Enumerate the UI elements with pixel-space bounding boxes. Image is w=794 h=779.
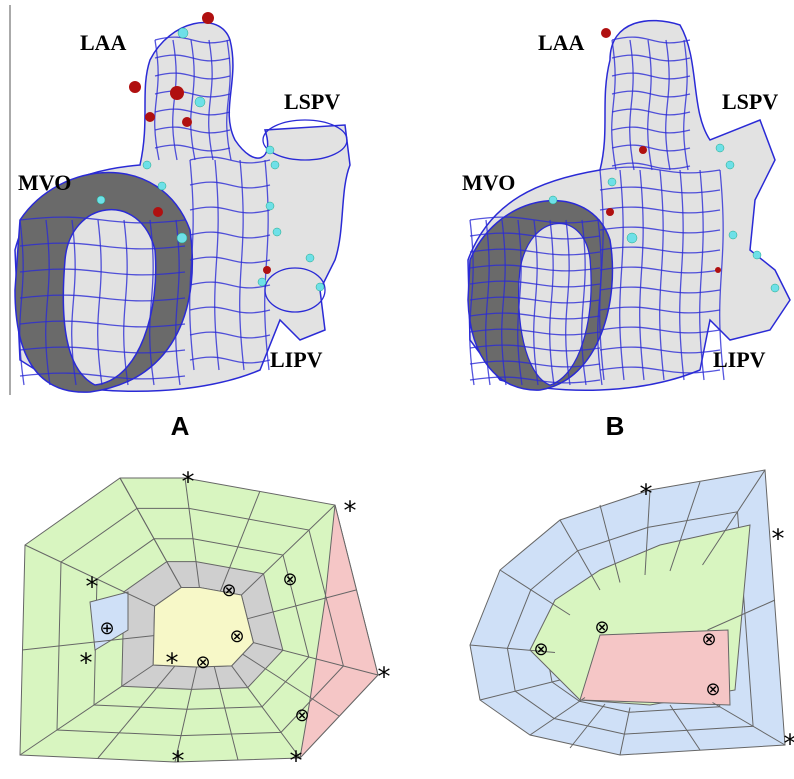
structure-label: LIPV [270,347,323,372]
marker-cross: ⊗ [195,652,210,673]
marker-star: * [784,730,794,760]
structure-label: MVO [18,170,71,195]
structure-label: LIPV [713,347,766,372]
marker-star: * [378,663,391,693]
marker-star: * [80,649,93,679]
marker-cross: ⊗ [221,580,236,601]
structure-label: LSPV [284,89,340,114]
marker-star: * [172,747,185,775]
panel-b: LAA LSPV MVO LIPV B [462,21,790,441]
marker-star: * [290,747,303,775]
panel-a: LAA LSPV MVO LIPV A [10,5,350,441]
structure-label: LAA [538,30,585,55]
flat-map-a: * * * * * * * * ⊗ ⊗ ⊗ ⊗ ⊗ ⊕ [20,468,391,775]
panel-label: B [606,411,625,441]
marker-star: * [344,497,357,527]
marker-star: * [166,649,179,679]
flat-map-b: * * * ⊗ ⊗ ⊗ ⊗ [470,470,794,760]
figure: LAA LSPV MVO LIPV A LAA LSPV MVO LIPV B … [0,0,794,774]
marker-star: * [772,525,785,555]
marker-cross: ⊗ [594,617,609,638]
marker-star: * [182,468,195,498]
panel-label: A [171,411,190,441]
marker-cross: ⊗ [705,679,720,700]
structure-label: LAA [80,30,127,55]
marker-star: * [86,573,99,603]
marker-cross: ⊗ [294,705,309,726]
marker-cross: ⊗ [282,569,297,590]
marker-cross: ⊗ [701,629,716,650]
structure-label: LSPV [722,89,778,114]
marker-plus: ⊕ [99,618,114,639]
marker-star: * [640,480,653,510]
marker-cross: ⊗ [229,626,244,647]
marker-cross: ⊗ [533,639,548,660]
structure-label: MVO [462,170,515,195]
